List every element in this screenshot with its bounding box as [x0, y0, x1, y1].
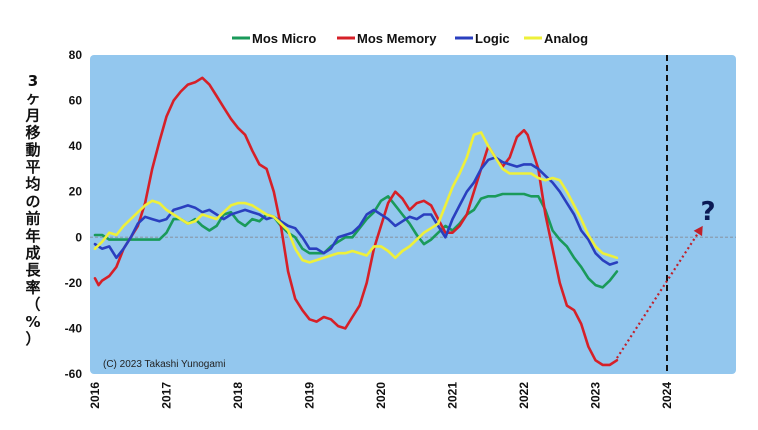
x-tick-label: 2016: [88, 382, 102, 409]
series-line-logic: [93, 156, 619, 266]
series-line-mos-memory: [93, 76, 619, 367]
copyright-text: (C) 2023 Takashi Yunogami: [103, 359, 226, 370]
legend: Mos Micro Mos Memory Logic Analog: [232, 31, 588, 46]
x-tick-label: 2021: [446, 382, 460, 409]
plot-area: [90, 55, 736, 374]
x-tick-label: 2023: [589, 382, 603, 409]
x-tick-label: 2020: [374, 382, 388, 409]
legend-label: Analog: [544, 31, 588, 46]
x-tick-label: 2022: [517, 382, 531, 409]
y-tick-label: 60: [69, 94, 83, 108]
x-tick-label: 2019: [303, 382, 317, 409]
y-axis-label: 3 ヶ月移動平均の前年成長率（%）: [24, 72, 41, 348]
x-tick-label: 2024: [660, 382, 674, 409]
legend-label: Mos Micro: [252, 31, 316, 46]
y-tick-label: 20: [69, 185, 83, 199]
forecast-arrow-head: [693, 225, 703, 237]
y-tick-label: 0: [75, 230, 82, 244]
question-mark-annotation: ?: [700, 197, 715, 227]
legend-label: Logic: [475, 31, 510, 46]
series-line-mos-micro: [93, 192, 619, 289]
y-tick-label: -20: [65, 276, 83, 290]
y-tick-label: 40: [69, 139, 83, 153]
series-line-analog: [93, 131, 619, 264]
y-axis: 80 60 40 20 0 -20 -40 -60: [65, 48, 83, 381]
y-tick-label: 80: [69, 48, 83, 62]
legend-label: Mos Memory: [357, 31, 437, 46]
y-tick-label: -40: [65, 321, 83, 335]
y-tick-label: -60: [65, 367, 83, 381]
series-layer: [93, 76, 619, 367]
x-tick-label: 2017: [160, 382, 174, 409]
x-tick-label: 2018: [231, 382, 245, 409]
x-axis: 2016 2017 2018 2019 2020 2021 2022 2023 2024: [88, 382, 674, 409]
